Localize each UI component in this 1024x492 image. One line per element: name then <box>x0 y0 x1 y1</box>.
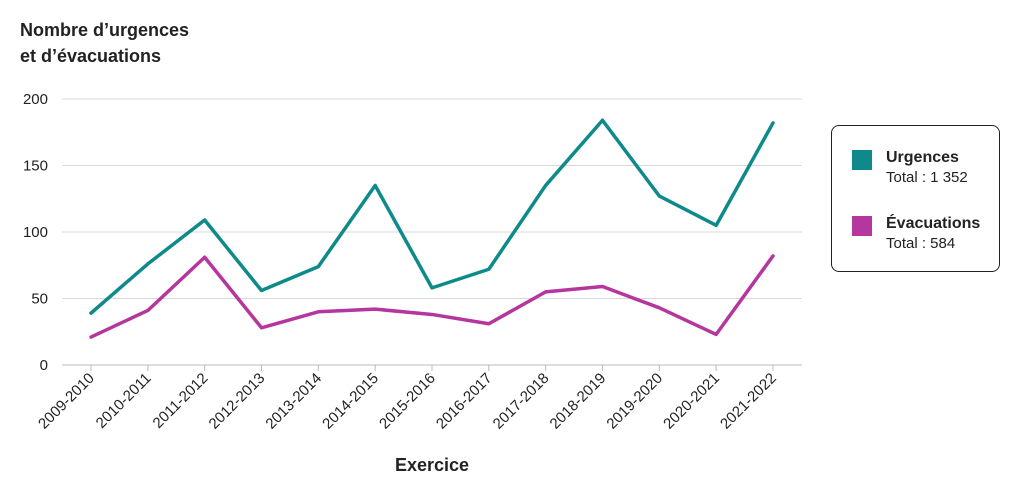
data-point <box>657 306 661 310</box>
x-tick-label: 2017-2018 <box>490 370 553 433</box>
y-axis-title-line-1: Nombre d’urgences <box>20 20 189 40</box>
legend-swatch-urgences <box>852 150 872 170</box>
data-point <box>487 267 491 271</box>
legend-label-urgences: Urgences <box>886 149 959 166</box>
y-tick-label: 200 <box>23 91 48 108</box>
x-tick-label: 2013-2014 <box>262 370 325 433</box>
x-tick-label: 2015-2016 <box>376 370 439 433</box>
y-tick-label: 0 <box>40 357 48 374</box>
y-tick-label: 150 <box>23 158 48 175</box>
x-tick-label: 2009-2010 <box>35 370 98 433</box>
data-point <box>430 312 434 316</box>
x-tick-label: 2021-2022 <box>717 370 780 433</box>
data-point <box>146 262 150 266</box>
y-tick-label: 50 <box>31 291 48 308</box>
x-tick-label: 2012-2013 <box>206 370 269 433</box>
x-tick-label: 2011-2012 <box>150 370 212 432</box>
data-point <box>657 194 661 198</box>
legend-label-evacuations: Évacuations <box>886 215 981 232</box>
legend-swatch-evacuations <box>852 216 872 236</box>
x-axis-title: Exercice <box>395 455 469 475</box>
legend-item-evacuations: Évacuations Total : 584 <box>852 214 980 254</box>
legend-total-evacuations: Total : 584 <box>886 235 956 252</box>
legend: Urgences Total : 1 352 Évacuations Total… <box>831 125 1000 272</box>
data-point <box>544 183 548 187</box>
series-line-urgences <box>89 118 775 315</box>
data-point <box>89 311 93 315</box>
x-tick-label: 2016-2017 <box>433 370 496 433</box>
x-axis: 2009-20102010-20112011-20122012-20132013… <box>35 364 802 433</box>
x-tick-label: 2020-2021 <box>660 370 723 433</box>
data-point <box>601 285 604 289</box>
data-point <box>373 183 377 187</box>
data-point <box>771 121 775 125</box>
data-point <box>373 307 377 311</box>
data-point <box>316 265 320 269</box>
data-point <box>601 118 604 122</box>
data-point <box>89 335 93 339</box>
data-point <box>544 290 548 294</box>
data-point <box>260 289 263 293</box>
gridlines <box>62 98 802 299</box>
data-point <box>714 332 718 336</box>
series-line-evacuations <box>89 254 775 339</box>
x-tick-label: 2018-2019 <box>547 370 610 433</box>
y-axis-ticks: 0 50 100 150 200 <box>23 91 48 374</box>
data-point <box>487 322 491 326</box>
data-point <box>203 218 207 222</box>
data-point <box>316 310 320 314</box>
data-point <box>714 223 718 227</box>
data-point <box>203 255 207 259</box>
y-axis-title-line-2: et d’évacuations <box>20 46 161 66</box>
data-point <box>260 326 263 330</box>
x-tick-label: 2010-2011 <box>93 370 155 432</box>
y-tick-label: 100 <box>23 224 48 241</box>
data-point <box>771 254 775 258</box>
x-tick-label: 2014-2015 <box>319 370 382 433</box>
legend-item-urgences: Urgences Total : 1 352 <box>852 148 968 188</box>
data-point <box>430 286 434 290</box>
series-lines <box>89 118 775 339</box>
x-tick-label: 2019-2020 <box>603 370 666 433</box>
legend-total-urgences: Total : 1 352 <box>886 169 968 186</box>
data-point <box>146 308 150 312</box>
